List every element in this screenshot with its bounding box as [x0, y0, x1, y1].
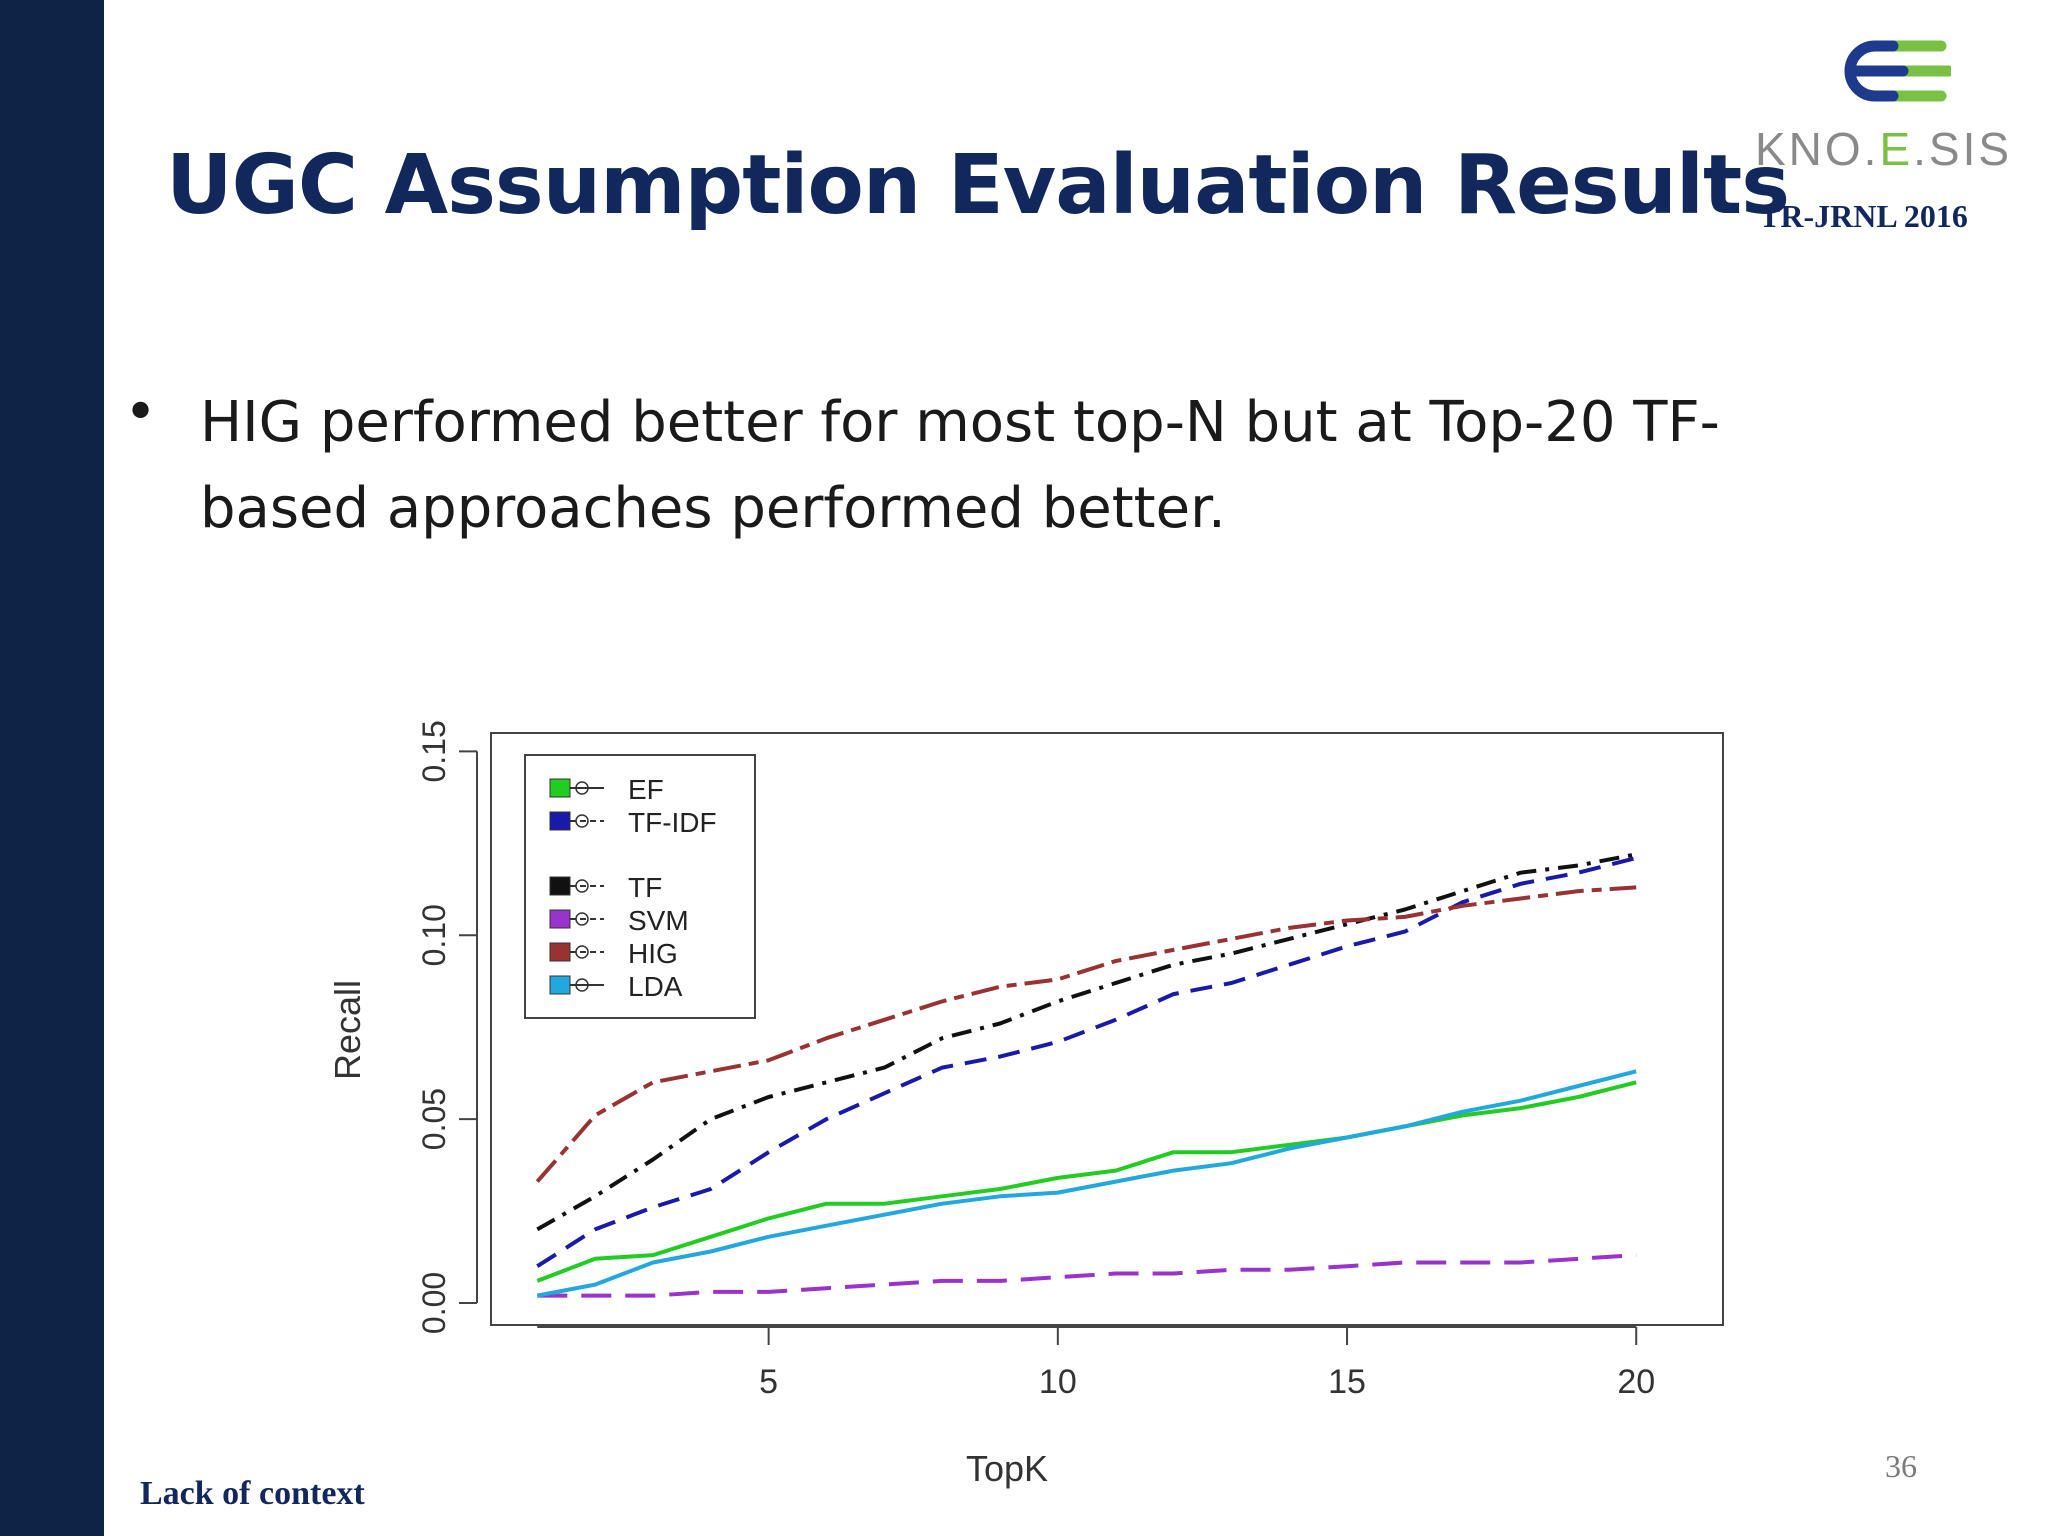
- legend-swatch-lda: [549, 975, 571, 995]
- legend-swatch-tf: [549, 876, 571, 896]
- logo-subtitle: TR-JRNL 2016: [1759, 198, 1968, 234]
- y-tick-label: 0.05: [416, 1088, 452, 1150]
- legend-label-tf-idf: TF-IDF: [628, 807, 717, 838]
- x-axis-label: TopK: [966, 1448, 1048, 1489]
- series-line-hig: [535, 885, 1637, 1183]
- legend-marker-svm: [575, 912, 589, 926]
- legend-swatch-svm: [549, 909, 571, 929]
- knoesis-logo-mark-icon: [1844, 40, 1951, 102]
- chart-series-group: [535, 852, 1637, 1298]
- y-tick-label: 0.00: [416, 1272, 452, 1334]
- legend-label-lda: LDA: [628, 971, 683, 1002]
- y-tick-label: 0.15: [416, 720, 452, 782]
- legend-swatch-ef: [549, 778, 571, 798]
- x-tick-label: 20: [1617, 1363, 1655, 1401]
- series-line-tf: [536, 852, 1637, 1232]
- plot-frame: [490, 732, 1724, 1326]
- logo-wordmark: KNO.E.SIS: [1755, 123, 2013, 175]
- chart-axes-group: 5 10 15 20 0.00 0.05 0.10 0.15 TopK Recall: [327, 720, 1655, 1489]
- slide-title: UGC Assumption Evaluation Results: [166, 138, 1790, 233]
- page-number: 36: [1885, 1448, 1917, 1484]
- legend-marker-hig: [575, 945, 589, 959]
- series-line-lda: [536, 1069, 1637, 1298]
- x-tick-label: 10: [1039, 1363, 1077, 1401]
- legend-swatch-tf-idf: [549, 811, 571, 831]
- legend-marker-lda: [575, 978, 589, 992]
- legend-label-svm: SVM: [628, 905, 689, 936]
- legend-marker-tf-idf: [575, 814, 589, 828]
- knoesis-logo: KNO.E.SIS TR-JRNL 2016: [1745, 30, 2025, 250]
- recall-line-chart: 5 10 15 20 0.00 0.05 0.10 0.15 TopK Recall EFTF-I…: [327, 720, 1724, 1489]
- y-axis-label: Recall: [327, 980, 368, 1080]
- series-line-ef: [536, 1080, 1637, 1283]
- legend-marker-tf: [575, 879, 589, 893]
- footer-caption: Lack of context: [140, 1475, 365, 1512]
- legend-label-hig: HIG: [628, 938, 678, 969]
- bullet-text: HIG performed better for most top-N but …: [200, 390, 1720, 541]
- x-tick-label: 5: [759, 1363, 778, 1401]
- y-tick-label: 0.10: [416, 904, 452, 966]
- legend-swatch-hig: [549, 942, 571, 962]
- legend-label-ef: EF: [628, 774, 664, 805]
- x-tick-label: 15: [1328, 1363, 1366, 1401]
- left-accent-bar: [0, 0, 104, 1536]
- bullet-dot: •: [124, 380, 158, 445]
- legend-label-tf: TF: [628, 872, 662, 903]
- series-line-svm: [537, 1253, 1637, 1298]
- legend-marker-ef: [575, 781, 589, 795]
